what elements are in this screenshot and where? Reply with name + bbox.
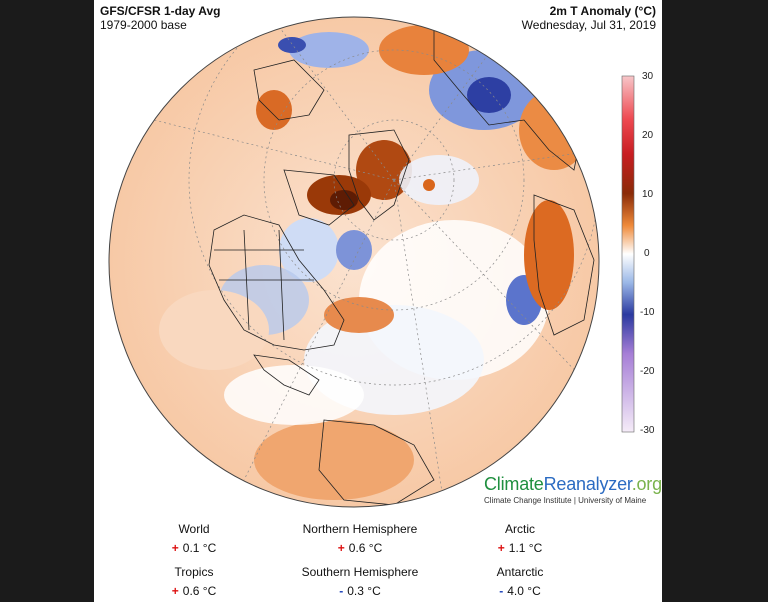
colorbar-tick: 30 [642,71,654,82]
coastlines [208,19,595,506]
stat-sign: + [171,584,179,598]
stat-sign: - [339,584,344,598]
stat-number: 0.6 °C [348,541,383,555]
brand-name-part3: .org [631,474,662,494]
colorbar-tick: 20 [642,130,654,141]
map-title: GFS/CFSR 1-day Avg [100,4,221,18]
stat-number: 0.3 °C [347,584,381,598]
stat-value: -4.0 °C [440,584,600,599]
variable-title: 2m T Anomaly (°C) [549,4,656,18]
date-label: Wednesday, Jul 31, 2019 [521,18,656,32]
map-panel: GFS/CFSR 1-day Avg 1979-2000 base 2m T A… [94,0,662,602]
stat-number: 0.6 °C [182,584,217,598]
stat-label: Antarctic [496,565,544,579]
brand-logo: ClimateReanalyzer.org Climate Change Ins… [484,474,662,505]
globe-fill [109,17,599,507]
stat-label: World [178,522,210,536]
stat-number: 1.1 °C [508,541,543,555]
brand-subtitle: Climate Change Institute | University of… [484,496,647,505]
globe-map [108,16,635,508]
colorbar-tick: -20 [640,366,655,377]
stat-value: +0.6 °C [280,541,440,556]
stat-arctic: Arctic +1.1 °C [440,522,600,556]
stat-southern-hemisphere: Southern Hemisphere -0.3 °C [280,565,440,599]
stat-sign: + [337,541,345,555]
stat-label: Southern Hemisphere [301,565,419,579]
stat-antarctic: Antarctic -4.0 °C [440,565,600,599]
stat-value: -0.3 °C [280,584,440,599]
colorbar-tick: -30 [640,425,655,436]
stat-sign: + [171,541,179,555]
stat-value: +0.1 °C [114,541,274,556]
stat-world: World +0.1 °C [114,522,274,556]
stat-tropics: Tropics +0.6 °C [114,565,274,599]
stat-number: 4.0 °C [507,584,541,598]
stat-number: 0.1 °C [182,541,217,555]
colorbar-tick: 10 [642,189,654,200]
stat-value: +0.6 °C [114,584,274,599]
stat-northern-hemisphere: Northern Hemisphere +0.6 °C [280,522,440,556]
stat-sign: - [499,584,504,598]
stat-label: Arctic [505,522,535,536]
stat-value: +1.1 °C [440,541,600,556]
brand-name-part1: Climate [484,474,544,494]
colorbar [621,75,635,433]
stat-sign: + [497,541,505,555]
brand-name: ClimateReanalyzer.org [484,474,662,495]
stat-label: Northern Hemisphere [302,522,418,536]
colorbar-tick: 0 [644,248,650,259]
globe-outline [108,16,600,508]
brand-name-part2: Reanalyzer [543,474,632,494]
colorbar-tick: -10 [640,307,655,318]
stat-label: Tropics [174,565,214,579]
baseline-label: 1979-2000 base [100,18,187,32]
